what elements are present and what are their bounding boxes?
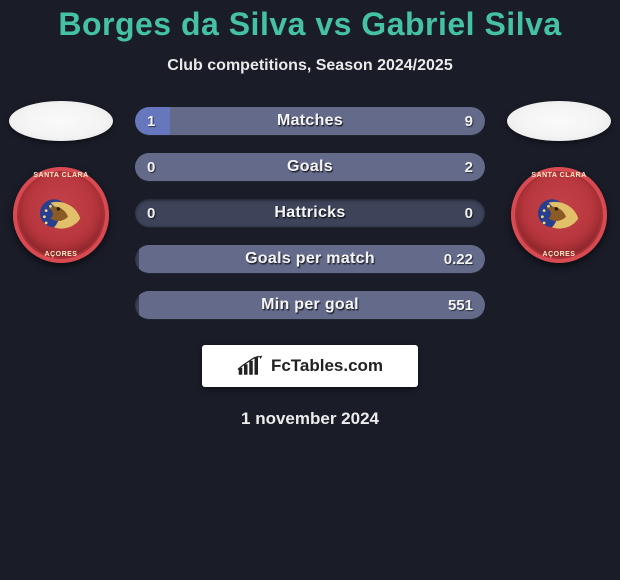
player-left-column: SANTA CLARA AÇORES [6, 107, 116, 263]
stat-label: Hattricks [135, 199, 485, 227]
bar-chart-icon [237, 355, 265, 377]
player-right-club-badge: SANTA CLARA AÇORES [511, 167, 607, 263]
subtitle: Club competitions, Season 2024/2025 [0, 57, 620, 75]
eagle-icon [531, 187, 587, 243]
stat-row: 19Matches [135, 107, 485, 135]
player-right-column: SANTA CLARA AÇORES [504, 107, 614, 263]
date-label: 1 november 2024 [0, 409, 620, 429]
player-left-club-badge: SANTA CLARA AÇORES [13, 167, 109, 263]
badge-text-bottom: AÇORES [45, 251, 78, 258]
stat-label: Min per goal [135, 291, 485, 319]
stat-label: Goals per match [135, 245, 485, 273]
comparison-content: SANTA CLARA AÇORES SANTA CLARA [0, 107, 620, 429]
stat-row: 551Min per goal [135, 291, 485, 319]
stat-row: 00Hattricks [135, 199, 485, 227]
eagle-icon [33, 187, 89, 243]
stat-label: Matches [135, 107, 485, 135]
badge-text-top: SANTA CLARA [531, 172, 586, 179]
brand-text: FcTables.com [271, 356, 383, 376]
brand-box: FcTables.com [202, 345, 418, 387]
page-root: Borges da Silva vs Gabriel Silva Club co… [0, 0, 620, 580]
badge-text-top: SANTA CLARA [33, 172, 88, 179]
stat-row: 02Goals [135, 153, 485, 181]
player-right-photo [507, 101, 611, 141]
stat-row: 0.22Goals per match [135, 245, 485, 273]
page-title: Borges da Silva vs Gabriel Silva [0, 6, 620, 43]
stats-bars: 19Matches 02Goals 00Hattricks 0.22Goals per… [135, 107, 485, 319]
player-left-photo [9, 101, 113, 141]
badge-text-bottom: AÇORES [543, 251, 576, 258]
stat-label: Goals [135, 153, 485, 181]
